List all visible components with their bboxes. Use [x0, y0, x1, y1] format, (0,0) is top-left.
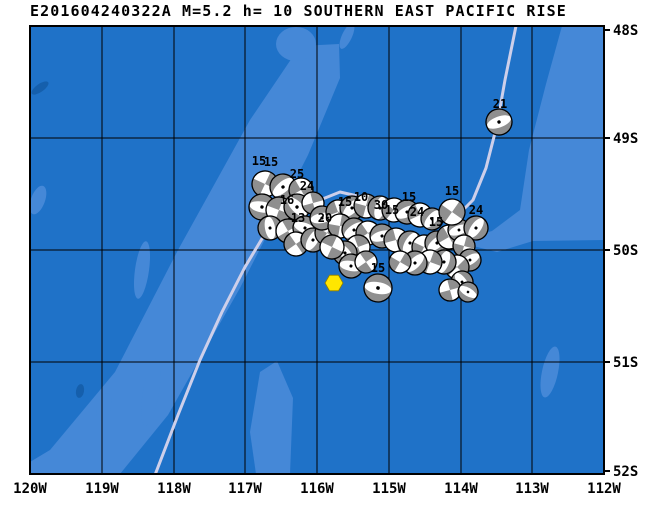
bathymetry-patch: [75, 384, 85, 398]
bathymetry-patch: [540, 346, 560, 398]
event-day-label: 21: [493, 97, 507, 111]
bathymetry-patch: [470, 26, 604, 252]
focal-mechanism-ball: [420, 207, 444, 231]
event-day-label: 15: [445, 184, 459, 198]
latitude-label: 52S: [613, 464, 638, 480]
event-day-label: 15: [252, 154, 266, 168]
event-day-label: 15: [402, 190, 416, 204]
bathymetry-patch: [96, 393, 112, 421]
longitude-label: 120W: [13, 481, 47, 497]
event-day-label: 20: [318, 211, 332, 225]
bathymetry-patch: [339, 26, 355, 49]
event-day-label: 24: [469, 203, 483, 217]
bathymetry-patch: [250, 361, 293, 474]
focal-mechanism-ball: [463, 215, 489, 241]
map-title: E201604240322A M=5.2 h= 10 SOUTHERN EAST…: [30, 2, 567, 20]
bathymetry-patch: [30, 44, 340, 474]
bathymetry-patch: [31, 81, 49, 95]
latitude-label: 48S: [613, 23, 638, 39]
latitude-label: 49S: [613, 131, 638, 147]
event-day-label: 10: [354, 190, 368, 204]
event-day-label: 15: [385, 203, 399, 217]
focal-mechanism-ball: [354, 250, 378, 274]
event-day-label: 16: [280, 193, 294, 207]
focal-mechanism-ball: [363, 273, 393, 303]
event-day-label: 24: [300, 179, 314, 193]
event-day-label: 15: [264, 155, 278, 169]
bathymetry-patch: [133, 241, 151, 299]
longitude-label: 112W: [587, 481, 621, 497]
latitude-label: 50S: [613, 243, 638, 259]
longitude-label: 114W: [444, 481, 478, 497]
bathymetry-patch: [276, 27, 316, 61]
event-day-label: 30: [374, 198, 388, 212]
event-day-label: 15: [338, 195, 352, 209]
longitude-label: 119W: [85, 481, 119, 497]
event-day-label: 24: [410, 205, 424, 219]
event-day-label: 15: [371, 261, 385, 275]
focal-mechanism-ball: [438, 198, 466, 226]
longitude-label: 117W: [228, 481, 262, 497]
plate-boundary-line: [153, 26, 518, 474]
focal-mechanism-ball: [388, 250, 412, 274]
longitude-label: 113W: [515, 481, 549, 497]
longitude-label: 118W: [157, 481, 191, 497]
focal-mechanism-ball: [457, 281, 479, 303]
event-day-label: 13: [291, 211, 305, 225]
focal-mechanism-ball: [319, 234, 345, 260]
event-day-label: 15: [429, 215, 443, 229]
bathymetry-patch: [141, 358, 161, 426]
epicenter-marker: [324, 274, 344, 292]
focal-mechanism-ball: [485, 108, 513, 136]
longitude-label: 115W: [372, 481, 406, 497]
longitude-label: 116W: [300, 481, 334, 497]
bathymetry-patch: [30, 185, 47, 215]
latitude-label: 51S: [613, 355, 638, 371]
event-day-label: 25: [290, 167, 304, 181]
